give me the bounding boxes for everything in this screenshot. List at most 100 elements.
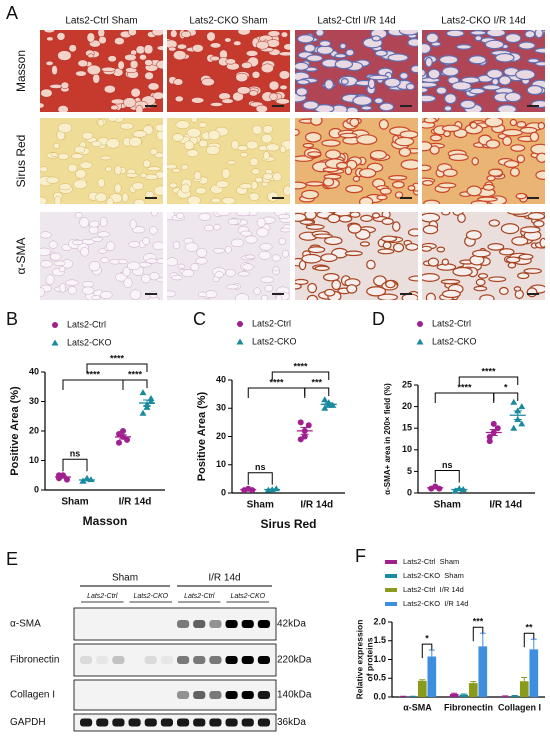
tubule xyxy=(527,212,545,221)
tubule xyxy=(405,82,416,91)
tubule xyxy=(87,53,95,59)
tubule xyxy=(307,246,326,254)
tubule xyxy=(68,44,77,53)
blot-band xyxy=(145,691,157,699)
tubule xyxy=(494,52,515,63)
tubule xyxy=(86,32,96,43)
significance-bracket xyxy=(247,472,273,485)
tubule xyxy=(429,145,440,155)
tubule xyxy=(387,53,409,62)
tubule xyxy=(268,80,280,91)
bar xyxy=(449,694,459,697)
column-header: Lats2-CKO I/R 14d xyxy=(441,16,525,27)
tubule xyxy=(231,139,239,150)
y-tick-label: 15 xyxy=(402,423,412,433)
y-tick-label: 2.0 xyxy=(373,616,386,626)
tubule xyxy=(97,248,108,254)
tubule xyxy=(422,94,437,103)
legend-label: Lats2-Ctrl xyxy=(432,318,471,328)
tubule xyxy=(170,30,178,38)
tubule xyxy=(295,87,308,97)
tubule xyxy=(145,258,159,264)
tubule xyxy=(81,131,93,140)
tubule xyxy=(151,30,163,37)
tubule xyxy=(210,102,223,107)
tubule xyxy=(272,172,282,182)
tubule xyxy=(486,30,506,38)
histology-image xyxy=(422,118,545,204)
tubule xyxy=(305,131,322,143)
tubule xyxy=(303,43,316,53)
x-axis-label: Masson xyxy=(83,514,128,528)
tubule xyxy=(295,61,310,71)
panel-label: D xyxy=(372,309,385,329)
tubule xyxy=(73,179,88,190)
error-bar xyxy=(419,679,426,681)
tubule xyxy=(124,53,137,61)
tubule xyxy=(148,226,158,235)
tubule xyxy=(526,287,538,298)
tubule xyxy=(259,243,273,251)
blot-band xyxy=(177,691,190,699)
y-tick-label: 10 xyxy=(402,444,412,454)
tubule xyxy=(75,70,87,77)
tubule xyxy=(345,106,359,112)
tubule xyxy=(314,265,330,272)
tubule xyxy=(485,139,501,149)
tubule xyxy=(106,138,120,149)
y-axis-label: Positive Area (%) xyxy=(9,386,21,476)
tubule xyxy=(269,92,278,101)
x-tick-label: Collagen I xyxy=(498,702,541,712)
significance-bracket xyxy=(434,392,495,403)
tubule xyxy=(366,286,387,297)
tubule xyxy=(77,59,89,68)
tubule xyxy=(40,102,45,109)
tubule xyxy=(60,81,70,89)
tubule xyxy=(518,41,536,50)
tubule xyxy=(174,95,184,103)
row-label: α-SMA xyxy=(14,238,28,275)
blot-band xyxy=(160,718,173,727)
significance-bracket xyxy=(458,376,519,385)
bar xyxy=(417,680,427,697)
data-point xyxy=(124,436,130,443)
tubule xyxy=(451,81,472,91)
tubule xyxy=(97,119,105,127)
tubule xyxy=(391,180,405,189)
protein-size: 36kDa xyxy=(277,717,306,728)
tubule xyxy=(279,84,288,90)
tubule xyxy=(474,35,483,42)
tubule xyxy=(301,253,322,264)
tubule xyxy=(129,59,139,69)
tubule xyxy=(79,217,90,228)
tubule xyxy=(482,183,495,191)
tubule xyxy=(422,245,432,252)
tubule xyxy=(295,181,307,190)
tubule xyxy=(118,259,128,265)
y-tick-label: 20 xyxy=(29,425,39,435)
tubule xyxy=(379,187,392,195)
tubule xyxy=(74,145,86,154)
x-tick-label: Fibronectin xyxy=(444,702,493,712)
tubule xyxy=(251,168,261,175)
column-header: Lats2-Ctrl I/R 14d xyxy=(317,16,395,27)
tubule xyxy=(427,257,440,267)
tubule xyxy=(452,266,473,277)
tubule xyxy=(226,160,236,165)
legend-label: Lats2-Ctrl Sham xyxy=(403,557,459,566)
significance-bracket xyxy=(472,626,484,642)
tubule xyxy=(175,120,190,130)
error-bar xyxy=(431,486,440,490)
tubule xyxy=(423,199,440,204)
tubule xyxy=(201,77,215,87)
tubule xyxy=(103,85,116,94)
tubule xyxy=(167,257,178,267)
tubule xyxy=(256,217,266,228)
significance-label: * xyxy=(425,634,429,644)
tubule xyxy=(221,168,231,179)
tubule xyxy=(473,285,488,292)
y-tick-label: 25 xyxy=(402,379,412,389)
tubule xyxy=(366,259,376,270)
tubule xyxy=(302,100,319,111)
tubule xyxy=(80,246,89,257)
